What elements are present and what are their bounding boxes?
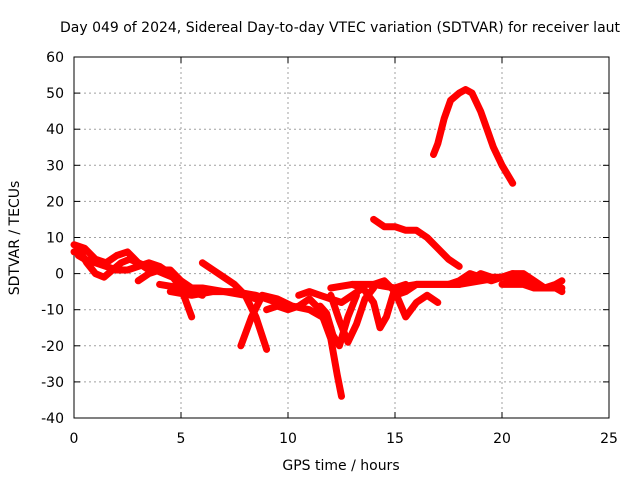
x-axis-label: GPS time / hours — [282, 458, 399, 474]
y-tick-label: 40 — [46, 122, 64, 138]
series-line-sat-f — [198, 259, 271, 353]
data-series — [70, 86, 566, 400]
grid — [74, 57, 609, 418]
series-line-sat-o — [370, 277, 442, 321]
series-line-sat-k — [316, 291, 360, 350]
series-line-sat-s — [370, 215, 463, 270]
series-line-sat-t — [430, 86, 517, 187]
series-line-sat-r — [498, 277, 566, 292]
chart-title: Day 049 of 2024, Sidereal Day-to-day VTE… — [60, 20, 621, 36]
x-tick-label: 15 — [386, 431, 404, 447]
x-tick-label: 20 — [493, 431, 511, 447]
y-tick-label: 50 — [46, 86, 64, 102]
axis-ticks: 0 5 10 15 20 25 -40 -30 -20 -10 0 10 20 30 40 50 60 — [41, 50, 618, 447]
series-line-sat-i — [263, 295, 345, 400]
y-tick-label: -40 — [41, 411, 64, 427]
y-tick-label: 20 — [46, 194, 64, 210]
y-tick-label: -20 — [41, 339, 64, 355]
y-tick-label: -30 — [41, 375, 64, 391]
x-tick-label: 25 — [600, 431, 618, 447]
y-tick-label: 30 — [46, 158, 64, 174]
y-tick-label: -10 — [41, 303, 64, 319]
y-axis-label: SDTVAR / TECUs — [7, 181, 23, 296]
y-tick-label: 10 — [46, 231, 64, 247]
x-tick-label: 10 — [279, 431, 297, 447]
series-line-sat-g — [156, 280, 260, 303]
y-tick-label: 60 — [46, 50, 64, 66]
x-tick-label: 5 — [177, 431, 186, 447]
y-tick-label: 0 — [55, 267, 64, 283]
x-tick-label: 0 — [70, 431, 79, 447]
